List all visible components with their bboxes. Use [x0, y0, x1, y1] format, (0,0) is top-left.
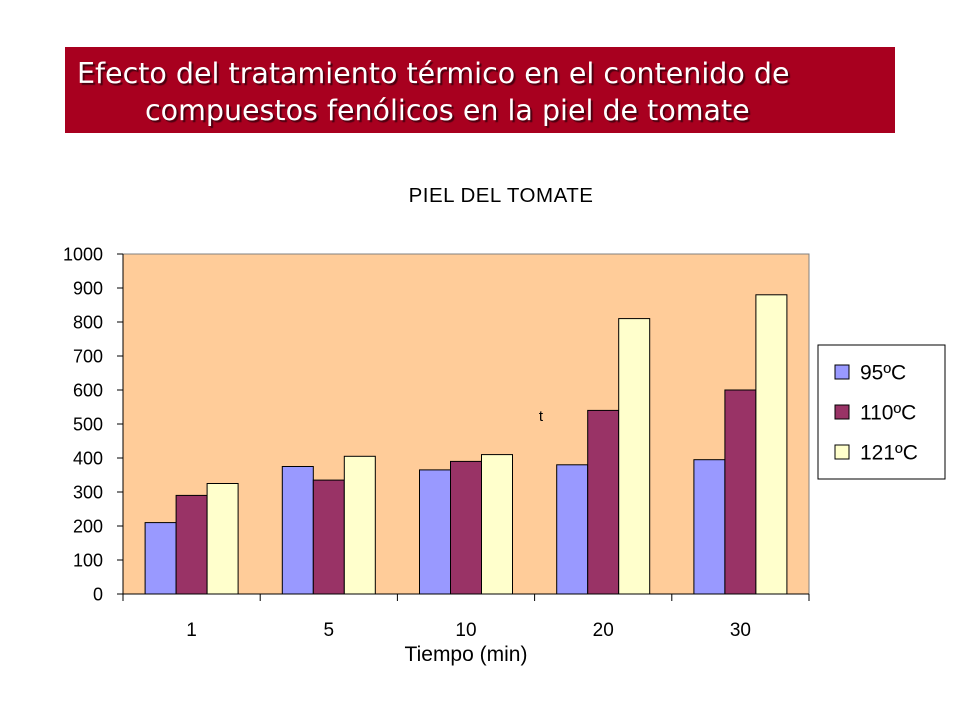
y-tick-label: 300: [73, 483, 103, 503]
bar-3-10: [481, 454, 513, 595]
chart-annotation: t: [539, 408, 544, 425]
x-tick-label: 10: [455, 620, 476, 641]
bar-1-20: [556, 464, 589, 595]
x-tick-label: 20: [593, 620, 614, 641]
bar-2-1: [175, 494, 208, 595]
bar-1-1: [144, 522, 177, 595]
bar-2-20: [587, 409, 620, 595]
bars-group: [144, 294, 788, 595]
y-tick-label: 100: [73, 551, 103, 571]
x-axis-label: Tiempo (min): [405, 643, 528, 666]
title-line-1: Efecto del tratamiento térmico en el con…: [77, 57, 790, 90]
bar-2-5: [312, 479, 345, 595]
bar-3-1: [206, 483, 239, 595]
legend-swatch: [834, 364, 850, 380]
legend-label: 121ºC: [860, 442, 918, 465]
bar-1-10: [419, 469, 451, 595]
bar-3-20: [618, 318, 651, 595]
x-tick-label: 1: [186, 620, 197, 641]
legend-label: 95ºC: [860, 362, 906, 385]
bar-1-30: [693, 459, 726, 595]
chart-title: PIEL DEL TOMATE: [409, 184, 594, 207]
legend: 95ºC 110ºC 121ºC: [817, 344, 946, 480]
bar-1-5: [281, 466, 314, 595]
y-axis: 0 100 200 300 400 500 600 700 800 900 1000: [63, 245, 124, 605]
bar-2-10: [450, 460, 482, 595]
x-axis: 1 5 10 20 30: [122, 593, 810, 641]
x-tick-label: 5: [324, 620, 335, 641]
bar-3-30: [755, 294, 788, 595]
y-tick-label: 600: [73, 381, 103, 401]
y-tick-label: 800: [73, 313, 103, 333]
bar-3-5: [343, 455, 376, 595]
y-tick-label: 900: [73, 279, 103, 299]
x-tick-label: 30: [730, 620, 751, 641]
title-line-2: compuestos fenólicos en la piel de tomat…: [145, 94, 750, 127]
y-tick-label: 0: [93, 585, 103, 605]
y-tick-label: 500: [73, 415, 103, 435]
bar-2-30: [724, 389, 757, 595]
title-banner: Efecto del tratamiento térmico en el con…: [65, 47, 895, 133]
y-tick-label: 200: [73, 517, 103, 537]
legend-swatch: [834, 444, 850, 460]
y-tick-label: 700: [73, 347, 103, 367]
legend-label: 110ºC: [860, 402, 916, 425]
y-tick-label: 400: [73, 449, 103, 469]
legend-swatch: [834, 404, 850, 420]
y-tick-label: 1000: [63, 245, 103, 265]
